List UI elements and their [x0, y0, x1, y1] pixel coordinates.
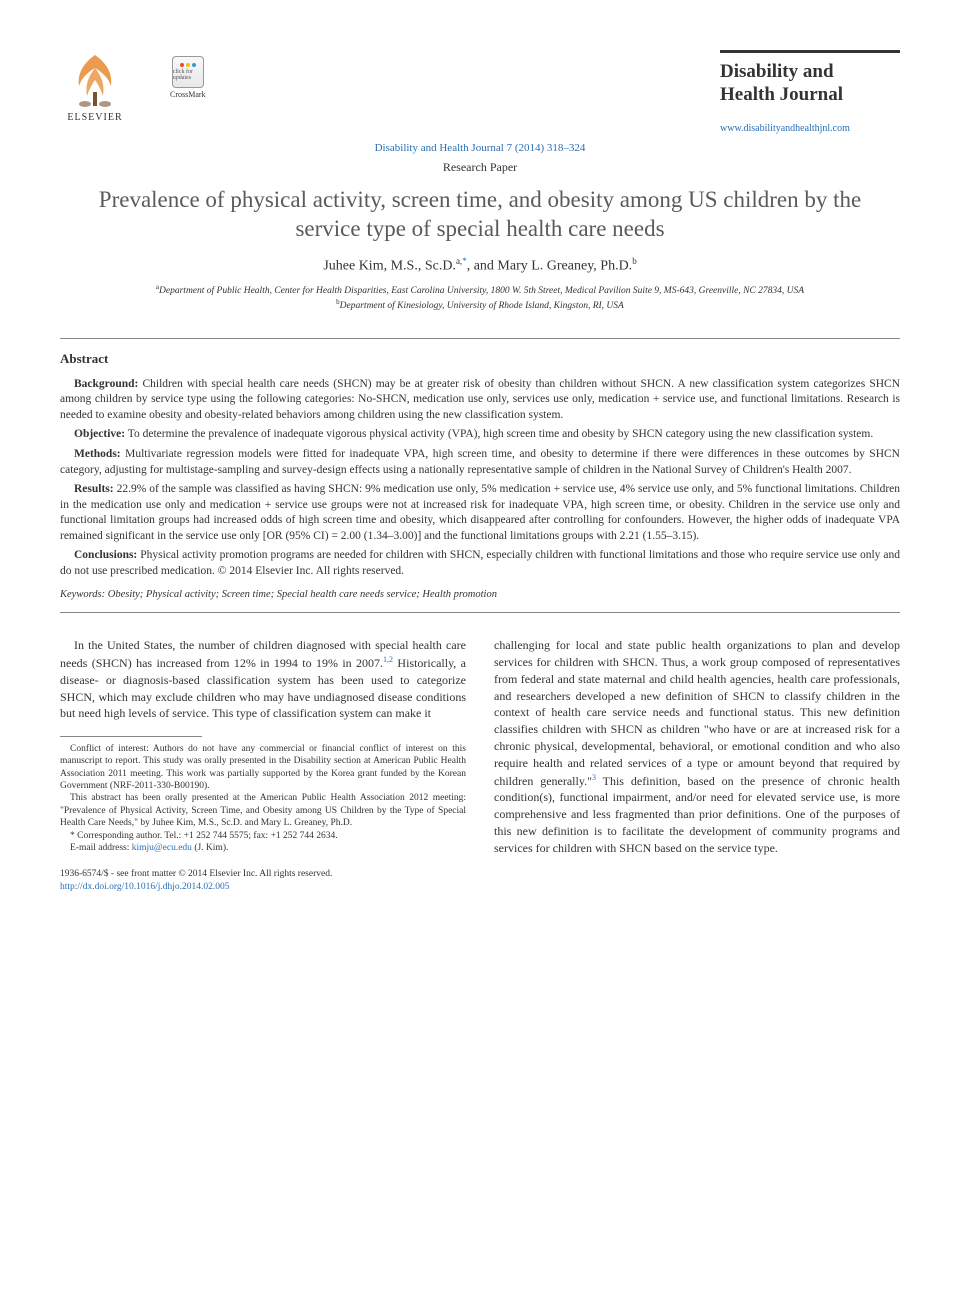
affil-a: Department of Public Health, Center for …: [159, 286, 804, 296]
column-left: In the United States, the number of chil…: [60, 637, 466, 893]
author-separator: , and Mary L. Greaney, Ph.D.: [467, 259, 633, 274]
email-suffix: (J. Kim).: [192, 843, 228, 853]
footer-block: 1936-6574/$ - see front matter © 2014 El…: [60, 868, 466, 893]
crossmark-badge-icon: click for updates: [172, 56, 204, 88]
footnote-rule: [60, 736, 202, 737]
journal-url-link[interactable]: www.disabilityandhealthjnl.com: [720, 123, 900, 134]
abstract-heading: Abstract: [60, 351, 900, 367]
col2-paragraph: challenging for local and state public h…: [494, 637, 900, 856]
footnote-presented: This abstract has been orally presented …: [60, 792, 466, 829]
body-columns: In the United States, the number of chil…: [60, 637, 900, 893]
abstract-conclusions: Conclusions: Physical activity promotion…: [60, 548, 900, 579]
methods-text: Multivariate regression models were fitt…: [60, 448, 900, 476]
results-label: Results:: [74, 483, 114, 495]
methods-label: Methods:: [74, 448, 121, 460]
citation-line[interactable]: Disability and Health Journal 7 (2014) 3…: [60, 142, 900, 154]
email-link[interactable]: kimju@ecu.edu: [132, 843, 192, 853]
divider-bottom: [60, 612, 900, 613]
author-2-affil-sup: b: [632, 256, 637, 266]
crossmark-label: CrossMark: [170, 90, 206, 99]
affiliations: aDepartment of Public Health, Center for…: [60, 283, 900, 314]
objective-text: To determine the prevalence of inadequat…: [125, 428, 873, 440]
abstract-background: Background: Children with special health…: [60, 377, 900, 424]
abstract-objective: Objective: To determine the prevalence o…: [60, 427, 900, 443]
doi-link[interactable]: http://dx.doi.org/10.1016/j.dhjo.2014.02…: [60, 882, 230, 892]
results-text: 22.9% of the sample was classified as ha…: [60, 483, 900, 542]
keywords-text: Obesity; Physical activity; Screen time;…: [105, 589, 497, 600]
authors-line: Juhee Kim, M.S., Sc.D.a,*, and Mary L. G…: [60, 256, 900, 275]
divider-top: [60, 338, 900, 339]
issn-line: 1936-6574/$ - see front matter © 2014 El…: [60, 868, 466, 880]
logo-block: ELSEVIER click for updates CrossMark: [60, 50, 206, 130]
intro-paragraph: In the United States, the number of chil…: [60, 637, 466, 722]
footnote-email: E-mail address: kimju@ecu.edu (J. Kim).: [60, 842, 466, 854]
journal-title-line2: Health Journal: [720, 84, 900, 107]
crossmark-widget[interactable]: click for updates CrossMark: [170, 56, 206, 99]
journal-title-box: Disability and Health Journal www.disabi…: [720, 50, 900, 134]
elsevier-tree-icon: [65, 50, 125, 110]
keywords-line: Keywords: Obesity; Physical activity; Sc…: [60, 589, 900, 600]
publisher-name: ELSEVIER: [67, 112, 122, 123]
background-text: Children with special health care needs …: [60, 378, 900, 421]
affil-b: Department of Kinesiology, University of…: [340, 302, 624, 312]
footnote-corresponding: * Corresponding author. Tel.: +1 252 744…: [60, 830, 466, 842]
page-container: ELSEVIER click for updates CrossMark Dis…: [0, 0, 960, 933]
abstract-methods: Methods: Multivariate regression models …: [60, 447, 900, 478]
column-right: challenging for local and state public h…: [494, 637, 900, 893]
journal-title-line1: Disability and: [720, 61, 900, 84]
keywords-label: Keywords:: [60, 589, 105, 600]
article-type: Research Paper: [60, 160, 900, 175]
objective-label: Objective:: [74, 428, 125, 440]
elsevier-logo: ELSEVIER: [60, 50, 130, 130]
header-row: ELSEVIER click for updates CrossMark Dis…: [60, 50, 900, 134]
email-label: E-mail address:: [70, 843, 132, 853]
author-1: Juhee Kim, M.S., Sc.D.: [323, 259, 456, 274]
footnote-conflict: Conflict of interest: Authors do not hav…: [60, 743, 466, 792]
conclusions-text: Physical activity promotion programs are…: [60, 549, 900, 577]
ref-1-2[interactable]: 1,2: [383, 655, 393, 664]
conclusions-label: Conclusions:: [74, 549, 137, 561]
background-label: Background:: [74, 378, 138, 390]
col2-text-a: challenging for local and state public h…: [494, 638, 900, 787]
article-title: Prevalence of physical activity, screen …: [60, 185, 900, 245]
abstract-results: Results: 22.9% of the sample was classif…: [60, 482, 900, 544]
